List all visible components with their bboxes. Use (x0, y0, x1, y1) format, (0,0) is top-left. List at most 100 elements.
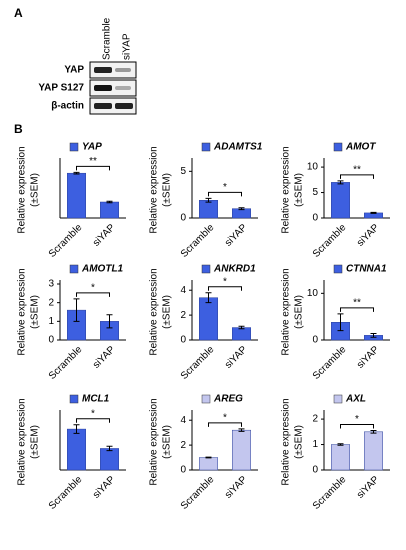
x-tick-label: siYAP (223, 222, 250, 249)
significance-label: ** (353, 298, 361, 309)
error-bar (337, 313, 344, 332)
error-bar (238, 325, 245, 330)
significance-label: * (223, 413, 227, 424)
error-bar (205, 292, 212, 304)
error-bar (370, 430, 377, 434)
bar (67, 172, 86, 219)
legend-swatch (333, 394, 343, 404)
y-tick-label: 0 (180, 465, 186, 476)
x-tick-label: siYAP (223, 344, 250, 371)
legend-swatch (69, 394, 79, 404)
error-bar (106, 200, 113, 204)
bar (232, 429, 251, 471)
y-tick-label: 0 (312, 465, 318, 476)
x-tick-label: siYAP (223, 474, 250, 501)
x-tick-label: siYAP (355, 474, 382, 501)
significance-label: ** (353, 164, 361, 175)
bar (100, 201, 119, 219)
significance-bracket (340, 424, 374, 429)
y-tick-label: 0 (312, 213, 318, 224)
significance-bracket (340, 174, 374, 179)
bar (100, 448, 119, 471)
y-tick-label: 0 (48, 335, 54, 346)
x-tick-label: siYAP (355, 222, 382, 249)
y-axis-label: Relative expression (149, 268, 160, 355)
y-tick-label: 2 (48, 297, 54, 308)
error-bar (106, 314, 113, 329)
significance-bracket (208, 286, 242, 291)
error-bar (337, 443, 344, 446)
y-axis-label: Relative expression (149, 146, 160, 233)
bar (67, 428, 86, 471)
chart-title: AMOT (345, 142, 376, 153)
chart-title: CTNNA1 (346, 264, 387, 275)
y-axis-label: (±SEM) (294, 425, 305, 459)
x-tick-label: siYAP (91, 222, 118, 249)
chart-title: AMOTL1 (81, 264, 124, 275)
error-bar (205, 197, 212, 203)
bar (364, 431, 383, 471)
x-tick-label: Scramble (47, 222, 85, 260)
blot-row-label: YAP (64, 65, 84, 76)
y-axis-label: (±SEM) (162, 295, 173, 329)
panel-label: B (14, 122, 23, 136)
bar (199, 457, 218, 471)
significance-label: * (223, 182, 227, 193)
error-bar (238, 428, 245, 432)
y-axis-label: (±SEM) (294, 295, 305, 329)
x-tick-label: Scramble (47, 474, 85, 512)
significance-label: * (223, 276, 227, 287)
significance-label: ** (89, 156, 97, 167)
y-axis-label: Relative expression (281, 146, 292, 233)
y-tick-label: 5 (312, 187, 318, 198)
panel-label: A (14, 6, 23, 20)
y-axis-label: (±SEM) (294, 173, 305, 207)
x-tick-label: siYAP (355, 344, 382, 371)
y-tick-label: 5 (180, 166, 186, 177)
error-bar (73, 171, 80, 175)
x-tick-label: Scramble (179, 474, 217, 512)
significance-bracket (208, 191, 242, 197)
legend-swatch (201, 142, 211, 152)
error-bar (370, 332, 377, 338)
chart-title: ANKRD1 (213, 264, 256, 275)
x-tick-label: siYAP (91, 474, 118, 501)
y-axis-label: (±SEM) (162, 425, 173, 459)
error-bar (106, 445, 113, 452)
blot (89, 61, 137, 115)
bar (232, 327, 251, 341)
y-axis-label: (±SEM) (30, 295, 41, 329)
significance-bracket (208, 422, 242, 427)
chart-title: AREG (213, 394, 243, 405)
bar (331, 444, 350, 471)
blot-row-label: YAP S127 (38, 83, 84, 94)
bar (199, 297, 218, 341)
significance-label: * (91, 283, 95, 294)
y-tick-label: 4 (180, 415, 186, 426)
lane-label: siYAP (122, 33, 133, 60)
significance-label: * (355, 414, 359, 425)
lane-label: Scramble (102, 17, 113, 60)
y-tick-label: 10 (307, 288, 319, 299)
x-tick-label: Scramble (311, 474, 349, 512)
y-axis-label: Relative expression (281, 268, 292, 355)
y-axis-label: (±SEM) (162, 173, 173, 207)
y-axis-label: Relative expression (17, 268, 28, 355)
y-axis-label: Relative expression (149, 398, 160, 485)
legend-swatch (69, 142, 79, 152)
chart-title: AXL (345, 394, 366, 405)
significance-bracket (340, 307, 374, 312)
y-axis-label: (±SEM) (30, 173, 41, 207)
legend-swatch (201, 264, 211, 274)
y-tick-label: 4 (180, 285, 186, 296)
x-tick-label: siYAP (91, 344, 118, 371)
chart-title: ADAMTS1 (213, 142, 263, 153)
legend-swatch (333, 264, 343, 274)
y-tick-label: 0 (180, 335, 186, 346)
error-bar (73, 424, 80, 434)
significance-bracket (76, 165, 110, 171)
chart-title: MCL1 (82, 394, 110, 405)
x-tick-label: Scramble (311, 344, 349, 382)
error-bar (205, 456, 212, 459)
error-bar (337, 180, 344, 185)
